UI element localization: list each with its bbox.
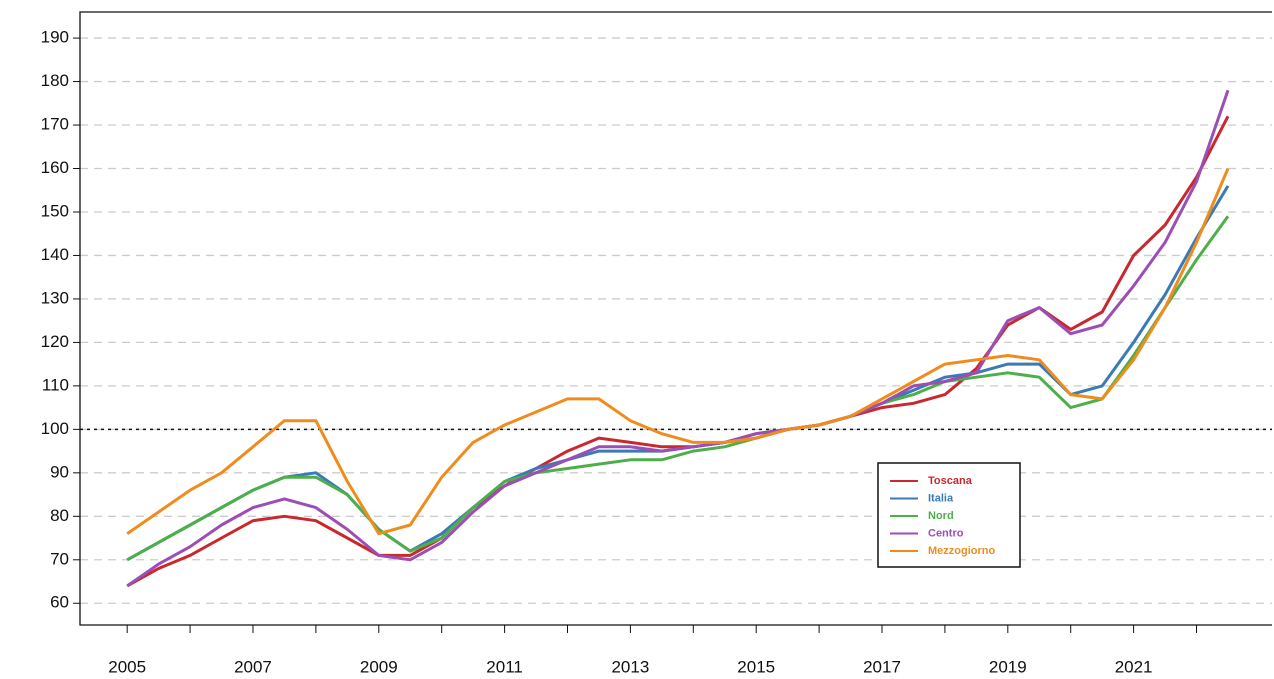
x-tick-label: 2013 [611,657,649,676]
x-tick-label: 2015 [737,657,775,676]
y-tick-label: 80 [50,506,69,525]
x-tick-label: 2009 [360,657,398,676]
x-tick-label: 2011 [486,657,523,676]
series-line [126,115,1230,588]
series-line [126,167,1230,536]
y-tick-label: 130 [41,288,69,307]
legend-label: Mezzogiorno [928,545,995,557]
y-tick-label: 60 [50,593,69,612]
y-tick-label: 120 [41,332,69,351]
legend-label: Centro [928,527,964,539]
x-tick-label: 2005 [108,657,146,676]
y-tick-label: 100 [41,419,69,438]
legend-label: Toscana [928,475,973,487]
y-tick-label: 140 [41,245,69,264]
series-line [126,89,1230,588]
y-tick-label: 160 [41,158,69,177]
series-line [126,215,1230,562]
y-tick-label: 150 [41,201,69,220]
series-line [126,185,1230,562]
legend-label: Nord [928,510,954,522]
y-tick-label: 170 [41,115,69,134]
y-tick-label: 110 [42,375,69,394]
x-tick-label: 2019 [989,657,1027,676]
y-tick-label: 190 [41,28,69,47]
legend-label: Italia [928,492,954,504]
y-tick-label: 90 [50,462,69,481]
x-tick-label: 2007 [234,657,272,676]
y-tick-label: 70 [50,549,69,568]
plot-frame [79,11,1272,626]
x-tick-label: 2021 [1115,657,1153,676]
y-tick-label: 180 [41,71,69,90]
x-tick-label: 2017 [863,657,901,676]
